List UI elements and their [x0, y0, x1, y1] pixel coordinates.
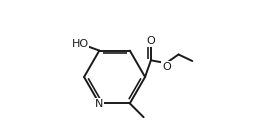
Text: HO: HO	[72, 39, 88, 49]
Text: O: O	[146, 36, 155, 46]
Text: O: O	[162, 62, 171, 72]
Text: N: N	[95, 99, 103, 109]
